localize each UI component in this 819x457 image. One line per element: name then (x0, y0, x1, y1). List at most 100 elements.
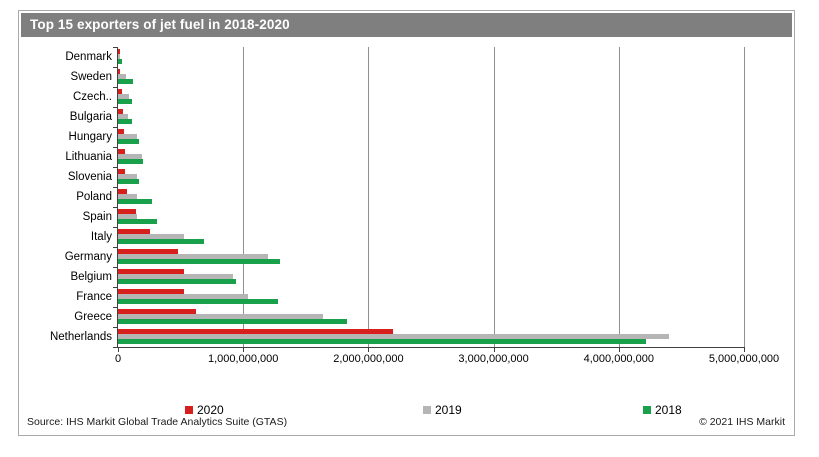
bar-2019-netherlands (118, 334, 669, 339)
x-axis-line (117, 347, 745, 348)
bar-2018-spain (118, 219, 157, 224)
legend-swatch-2020 (185, 406, 193, 414)
y-tick-mark (113, 127, 117, 128)
legend-label-2018: 2018 (655, 403, 682, 417)
chart-title: Top 15 exporters of jet fuel in 2018-202… (21, 13, 792, 37)
category-label: Spain (82, 211, 112, 223)
bar-2019-france (118, 294, 249, 299)
y-tick-mark (113, 67, 117, 68)
category-label: Czech.. (73, 91, 112, 103)
bar-2020-denmark (118, 49, 120, 54)
bar-2018-hungary (118, 139, 139, 144)
y-axis-line (117, 47, 118, 348)
copyright-note: © 2021 IHS Markit (699, 416, 785, 428)
x-tick-mark (744, 348, 745, 352)
bar-2018-sweden (118, 79, 134, 84)
x-tick-label: 2,000,000,000 (333, 353, 404, 365)
category-label: Italy (90, 231, 112, 243)
bar-2019-slovenia (118, 174, 137, 179)
category-label: Belgium (70, 271, 112, 283)
chart-frame: Top 15 exporters of jet fuel in 2018-202… (18, 10, 795, 436)
bar-row: Hungary (69, 127, 744, 147)
bar-2020-slovenia (118, 169, 125, 174)
y-tick-mark (113, 267, 117, 268)
legend-item-2018: 2018 (643, 402, 682, 418)
bar-2020-sweden (118, 69, 120, 74)
gridline (368, 47, 370, 347)
category-label: France (76, 291, 112, 303)
legend-swatch-2018 (643, 406, 651, 414)
x-tick-label: 0 (114, 353, 122, 365)
x-axis-labels: 0 1,000,000,000 2,000,000,000 3,000,000,000… (114, 353, 779, 367)
bar-2018-slovenia (118, 179, 140, 184)
bar-2018-poland (118, 199, 152, 204)
category-label: Bulgaria (69, 111, 112, 123)
bar-2019-belgium (118, 274, 234, 279)
gridline (744, 47, 745, 347)
bar-2019-germany (118, 254, 269, 259)
bar-2019-poland (118, 194, 138, 199)
bar-row: Bulgaria (70, 107, 744, 127)
bar-2019-greece (118, 314, 324, 319)
bar-2020-belgium (118, 269, 185, 274)
bar-2019-italy (118, 234, 185, 239)
bar-2020-czech (118, 89, 122, 94)
y-tick-mark (113, 227, 117, 228)
category-label: Germany (64, 251, 112, 263)
bar-row: Greece (74, 307, 744, 327)
x-tick-label: 3,000,000,000 (458, 353, 529, 365)
bar-2020-lithuania (118, 149, 125, 154)
bar-2019-sweden (118, 74, 126, 79)
bar-2020-hungary (118, 129, 124, 134)
bar-2019-spain (118, 214, 137, 219)
y-tick-mark (113, 147, 117, 148)
bar-row: Czech.. (73, 87, 744, 107)
y-tick-mark (113, 187, 117, 188)
y-tick-mark (113, 207, 117, 208)
y-tick-mark (113, 327, 117, 328)
legend-label-2020: 2020 (197, 403, 224, 417)
bar-row: Spain (83, 207, 744, 227)
source-note: Source: IHS Markit Global Trade Analytic… (27, 416, 288, 428)
legend-item-2020: 2020 (185, 402, 224, 418)
y-tick-mark (113, 247, 117, 248)
bar-row: Lithuania (65, 147, 744, 167)
bar-2019-hungary (118, 134, 137, 139)
gridline (243, 47, 245, 347)
bar-2020-netherlands (118, 329, 394, 334)
bar-row: Slovenia (68, 167, 744, 187)
x-tick-label: 1,000,000,000 (208, 353, 279, 365)
category-label: Slovenia (67, 171, 112, 183)
bar-2019-czech (118, 94, 130, 99)
bar-2018-italy (118, 239, 205, 244)
y-tick-mark (113, 347, 117, 348)
x-tick-mark (368, 348, 370, 352)
bar-row: Belgium (70, 267, 744, 287)
category-label: Hungary (68, 131, 112, 143)
bar-2019-bulgaria (118, 114, 129, 119)
category-label: Sweden (70, 71, 112, 83)
bar-2020-germany (118, 249, 179, 254)
bar-2018-belgium (118, 279, 237, 284)
x-tick-mark (118, 348, 119, 352)
y-tick-mark (113, 167, 117, 168)
bar-2018-czech (118, 99, 133, 104)
bar-row: Netherlands (50, 327, 744, 347)
bar-2018-bulgaria (118, 119, 132, 124)
plot-area: Denmark Sweden Czech.. Bulgaria Hungary Lithu… (50, 47, 745, 352)
x-tick-label: 5,000,000,000 (708, 353, 780, 365)
legend-item-2019: 2019 (423, 402, 462, 418)
x-tick-mark (243, 348, 245, 352)
category-label: Lithuania (65, 151, 112, 163)
bar-row: Sweden (70, 67, 744, 87)
legend-swatch-2019 (423, 406, 431, 414)
gridline (618, 47, 620, 347)
bar-row: Italy (91, 227, 744, 247)
bar-2018-greece (118, 319, 348, 324)
bar-row: Germany (65, 247, 744, 267)
category-label: Denmark (65, 51, 112, 63)
bar-2020-spain (118, 209, 136, 214)
bar-row: France (76, 287, 744, 307)
y-tick-mark (113, 307, 117, 308)
y-tick-mark (113, 107, 117, 108)
